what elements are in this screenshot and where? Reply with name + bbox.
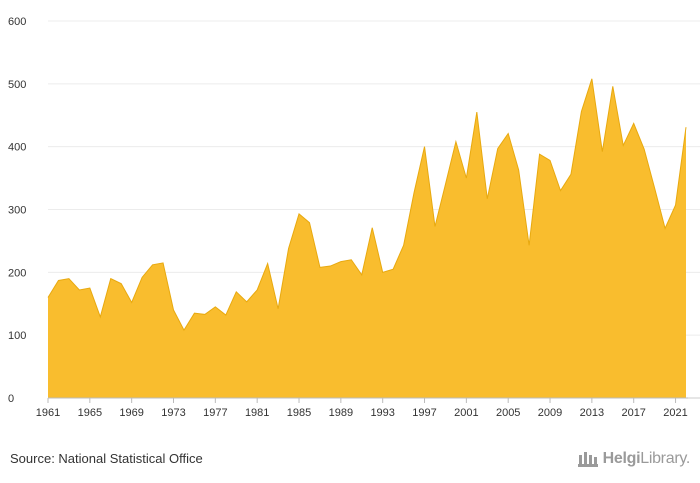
x-tick-label: 2001 — [454, 407, 478, 419]
x-tick-label: 2009 — [538, 407, 562, 419]
x-tick-label: 2017 — [621, 407, 645, 419]
y-tick-label: 500 — [8, 79, 26, 91]
x-tick-label: 1989 — [329, 407, 353, 419]
y-tick-label: 100 — [8, 330, 26, 342]
x-tick-label: 1969 — [119, 407, 143, 419]
x-tick-label: 2013 — [580, 407, 604, 419]
x-tick-label: 2005 — [496, 407, 520, 419]
x-tick-label: 1965 — [78, 407, 102, 419]
x-tick-label: 1981 — [245, 407, 269, 419]
y-tick-label: 300 — [8, 205, 26, 217]
area-fill — [48, 78, 686, 398]
x-tick-label: 2021 — [663, 407, 687, 419]
building-icon — [577, 452, 598, 467]
x-tick-label: 1961 — [36, 407, 60, 419]
y-tick-label: 400 — [8, 142, 26, 154]
area-line — [47, 78, 687, 332]
brand-name-bold: Helgi — [602, 450, 641, 467]
brand-name-light: Library. — [640, 450, 690, 467]
area-chart: 0 100 200 300 400 500 600 1961 1965 1969 1973 1977… — [8, 16, 700, 419]
x-tick-label: 1993 — [370, 407, 394, 419]
x-axis: 1961 1965 1969 1973 1977 1981 1985 1989 1993 1997… — [36, 397, 688, 419]
chart-footer: Source: National Statistical Office Helg… — [0, 440, 700, 476]
brand-name: HelgiLibrary. — [602, 450, 691, 468]
source-note: Source: National Statistical Office — [10, 451, 203, 466]
x-tick-label: 1977 — [203, 407, 227, 419]
brand-logo: HelgiLibrary. — [577, 446, 690, 472]
x-tick-label: 1973 — [161, 407, 185, 419]
y-axis: 0 100 200 300 400 500 600 — [8, 16, 26, 405]
y-tick-label: 600 — [8, 16, 26, 28]
x-tick-label: 1997 — [412, 407, 436, 419]
x-tick-label: 1985 — [287, 407, 311, 419]
area-series — [47, 78, 687, 398]
y-tick-label: 0 — [8, 393, 14, 405]
y-tick-label: 200 — [8, 267, 26, 279]
